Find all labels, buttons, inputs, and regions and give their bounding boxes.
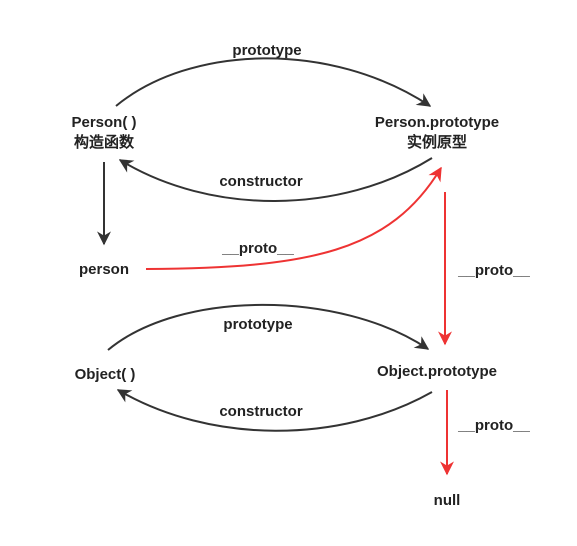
person-prototype-arrow — [115, 57, 432, 107]
object-prototype-name: Object.prototype — [377, 363, 497, 380]
object-constructor-arrow — [116, 389, 433, 432]
object-prototype-proto-label: __proto__ — [457, 417, 530, 434]
person-prototype-caption: 实例原型 — [407, 133, 467, 151]
person-constructor-name: Person( ) — [71, 114, 136, 131]
object-prototype-arrow — [107, 303, 430, 351]
person-constructor-label: constructor — [219, 173, 303, 190]
person-proto-arrow — [145, 166, 442, 270]
person-instance-name: person — [79, 261, 129, 278]
person-constructor-caption: 构造函数 — [74, 133, 135, 151]
person-constructor-arrow — [118, 157, 433, 202]
person-prototype-proto-label: __proto__ — [457, 262, 530, 279]
object-constructor-name: Object( ) — [75, 366, 136, 383]
null-node-name: null — [434, 492, 461, 509]
object-constructor-label: constructor — [219, 403, 303, 420]
person-prototype-name: Person.prototype — [375, 114, 499, 131]
person-proto-label: __proto__ — [221, 240, 294, 257]
person-prototype-label: prototype — [232, 42, 301, 59]
object-prototype-label: prototype — [223, 316, 292, 333]
